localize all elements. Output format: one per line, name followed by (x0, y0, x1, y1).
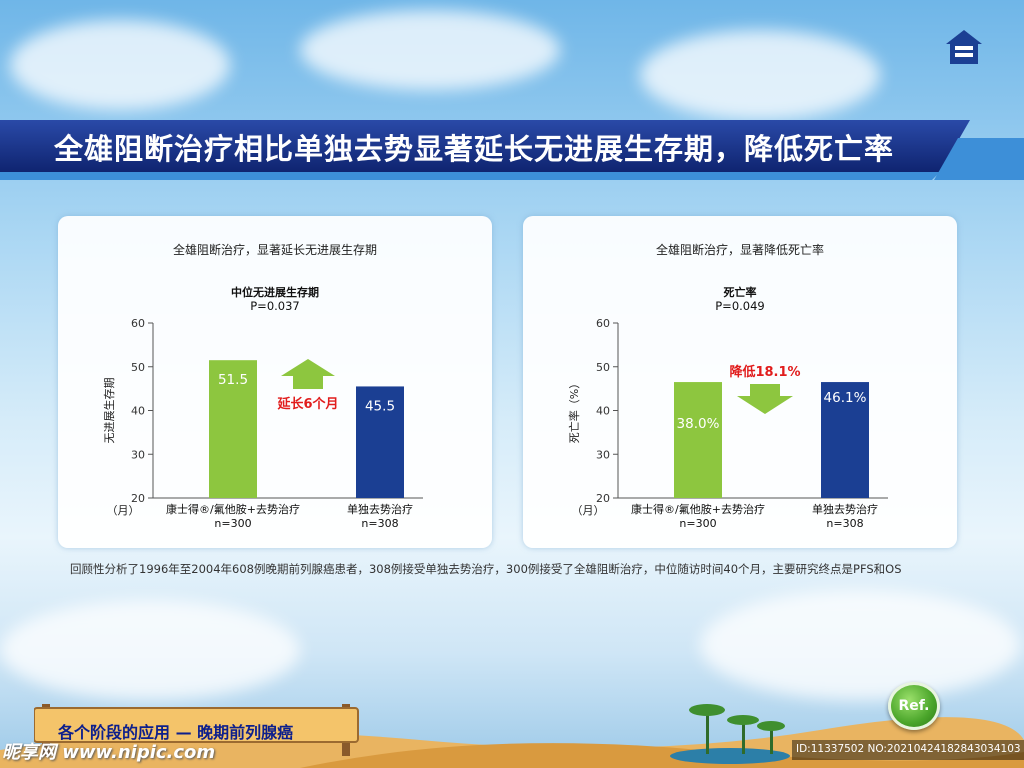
chart-panel-pfs: 全雄阻断治疗，显著延长无进展生存期 中位无进展生存期 P=0.037 20 30 40 50… (58, 216, 492, 548)
watermark-id: ID:11337502 NO:20210424182843034103 (792, 740, 1024, 760)
data-label: 45.5 (365, 398, 395, 414)
y-tick-label: 30 (596, 448, 610, 461)
x-tick-label: 单独去势治疗 (812, 502, 878, 516)
cloud (0, 600, 300, 700)
y-tick-label: 40 (596, 405, 610, 418)
cloud (640, 30, 880, 120)
data-label: 51.5 (218, 372, 248, 388)
p-value: P=0.037 (250, 299, 300, 313)
y-axis-label: 无进展生存期 (102, 378, 116, 444)
chart-annotation: 降低18.1% (729, 364, 800, 380)
y-unit-label: （月） (107, 504, 140, 517)
bar (356, 386, 404, 498)
page-title: 全雄阻断治疗相比单独去势显著延长无进展生存期，降低死亡率 (54, 132, 895, 166)
footnote: 回顾性分析了1996年至2004年608例晚期前列腺癌患者，308例接受单独去势… (70, 562, 902, 576)
y-unit-label: （月） (572, 504, 605, 517)
x-tick-count: n=300 (214, 517, 251, 530)
x-tick-label: 康士得®/氟他胺+去势治疗 (166, 502, 300, 516)
x-tick-count: n=308 (361, 517, 398, 530)
down-arrow-icon (737, 384, 793, 414)
up-arrow-icon (281, 359, 335, 389)
cloud (700, 590, 1020, 700)
chart-title: 死亡率 (724, 285, 757, 299)
section-label: 各个阶段的应用 — 晚期前列腺癌 (58, 723, 294, 742)
chart-subtitle: 全雄阻断治疗，显著降低死亡率 (656, 242, 824, 257)
watermark-logo: 昵享网 www.nipic.com (2, 742, 216, 763)
chart-panel-mortality: 全雄阻断治疗，显著降低死亡率 死亡率 P=0.049 20 30 40 50 60 死亡率（%）… (523, 216, 957, 548)
desert-decoration (0, 704, 1024, 768)
chart-title: 中位无进展生存期 (231, 285, 319, 299)
y-tick-label: 50 (131, 361, 145, 374)
x-tick-count: n=300 (679, 517, 716, 530)
p-value: P=0.049 (715, 299, 765, 313)
x-tick-count: n=308 (826, 517, 863, 530)
bar (821, 382, 869, 498)
x-tick-label: 康士得®/氟他胺+去势治疗 (631, 502, 765, 516)
title-banner (0, 120, 1024, 180)
bar (209, 360, 257, 498)
data-label: 38.0% (677, 416, 720, 432)
data-label: 46.1% (824, 390, 867, 406)
ref-button[interactable]: Ref. (888, 682, 940, 730)
y-tick-label: 60 (596, 317, 610, 330)
y-axis-label: 死亡率（%） (567, 378, 581, 443)
x-tick-label: 单独去势治疗 (347, 502, 413, 516)
bar (674, 382, 722, 498)
y-tick-label: 50 (596, 361, 610, 374)
home-icon[interactable] (944, 28, 984, 66)
y-tick-label: 30 (131, 448, 145, 461)
y-tick-label: 20 (596, 492, 610, 505)
y-tick-label: 40 (131, 405, 145, 418)
chart-annotation: 延长6个月 (276, 396, 338, 412)
cloud (300, 10, 560, 90)
y-tick-label: 20 (131, 492, 145, 505)
cloud (10, 20, 230, 110)
y-tick-label: 60 (131, 317, 145, 330)
chart-subtitle: 全雄阻断治疗，显著延长无进展生存期 (173, 242, 377, 257)
section-sign (34, 704, 359, 756)
